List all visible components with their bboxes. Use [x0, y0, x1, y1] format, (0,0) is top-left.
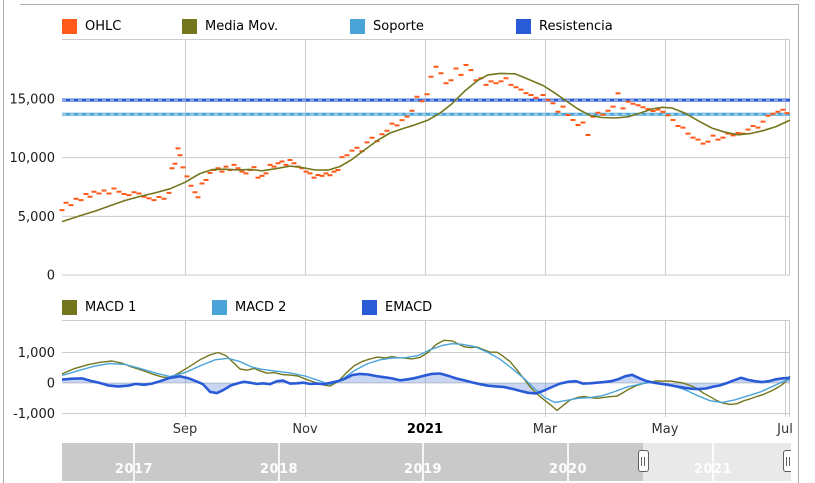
legend-label-resistencia: Resistencia [539, 19, 613, 34]
navigator-unselected-range[interactable] [62, 443, 643, 481]
page-border-right [798, 4, 799, 483]
navigator-year-label: 2020 [548, 462, 588, 477]
navigator-selected-range[interactable] [643, 443, 791, 481]
price-y-tick-label: 0 [47, 269, 55, 284]
legend-item-macd2: MACD 2 [212, 300, 286, 315]
x-axis-month-label: 2021 [407, 422, 443, 437]
navigator-year-separator [712, 443, 714, 481]
navigator-year-separator [133, 443, 135, 481]
soporte-swatch-icon [350, 19, 365, 34]
legend-label-macd2: MACD 2 [235, 300, 287, 315]
emacd-swatch-icon [362, 300, 377, 315]
legend-label-media-mov: Media Mov. [205, 19, 279, 34]
legend-item-ohlc: OHLC [62, 19, 121, 34]
navigator-year-label: 2018 [259, 462, 299, 477]
x-axis-month-label: May [652, 422, 679, 437]
macd-y-tick-label: 0 [47, 377, 55, 392]
price-y-tick-label: 5,000 [18, 210, 55, 225]
legend-item-resistencia: Resistencia [516, 19, 613, 34]
macd-y-tick-label: 1,000 [18, 346, 55, 361]
price-y-tick-label: 10,000 [10, 151, 56, 166]
range-navigator[interactable]: 2017 2018 2019 2020 2021 [62, 443, 791, 481]
handle-grip-icon [641, 456, 642, 466]
navigator-year-label: 2019 [403, 462, 443, 477]
legend-item-media-mov: Media Mov. [182, 19, 278, 34]
legend-label-macd1: MACD 1 [85, 300, 137, 315]
page-border-left [3, 0, 4, 483]
handle-grip-icon [644, 456, 645, 466]
x-axis-month-label: Mar [533, 422, 558, 437]
media-mov-swatch-icon [182, 19, 197, 34]
legend-item-emacd: EMACD [362, 300, 432, 315]
navigator-right-handle[interactable] [782, 450, 791, 472]
legend-item-macd1: MACD 1 [62, 300, 136, 315]
navigator-year-separator [278, 443, 280, 481]
handle-grip-icon [789, 456, 790, 466]
emacd-area-fill [62, 373, 790, 394]
macd-y-tick-label: -1,000 [13, 407, 55, 422]
media-movil-series [61, 72, 791, 223]
page-border-top [20, 4, 798, 5]
legend-label-emacd: EMACD [385, 300, 433, 315]
macd1-swatch-icon [62, 300, 77, 315]
navigator-year-separator [422, 443, 424, 481]
macd2-swatch-icon [212, 300, 227, 315]
navigator-year-separator [567, 443, 569, 481]
legend-label-soporte: Soporte [373, 19, 424, 34]
handle-grip-icon [786, 456, 787, 466]
ohlc-series [59, 64, 790, 212]
x-axis-month-label: Jul [776, 422, 793, 437]
resistencia-swatch-icon [516, 19, 531, 34]
legend-label-ohlc: OHLC [85, 19, 122, 34]
x-axis-month-label: Nov [292, 422, 318, 437]
emacd-series [61, 372, 791, 395]
legend-item-soporte: Soporte [350, 19, 424, 34]
navigator-year-label: 2021 [693, 462, 733, 477]
navigator-left-handle[interactable] [637, 450, 649, 472]
x-axis-month-label: Sep [173, 422, 198, 437]
price-y-tick-label: 15,000 [10, 93, 56, 108]
navigator-year-label: 2017 [114, 462, 154, 477]
ohlc-swatch-icon [62, 19, 77, 34]
